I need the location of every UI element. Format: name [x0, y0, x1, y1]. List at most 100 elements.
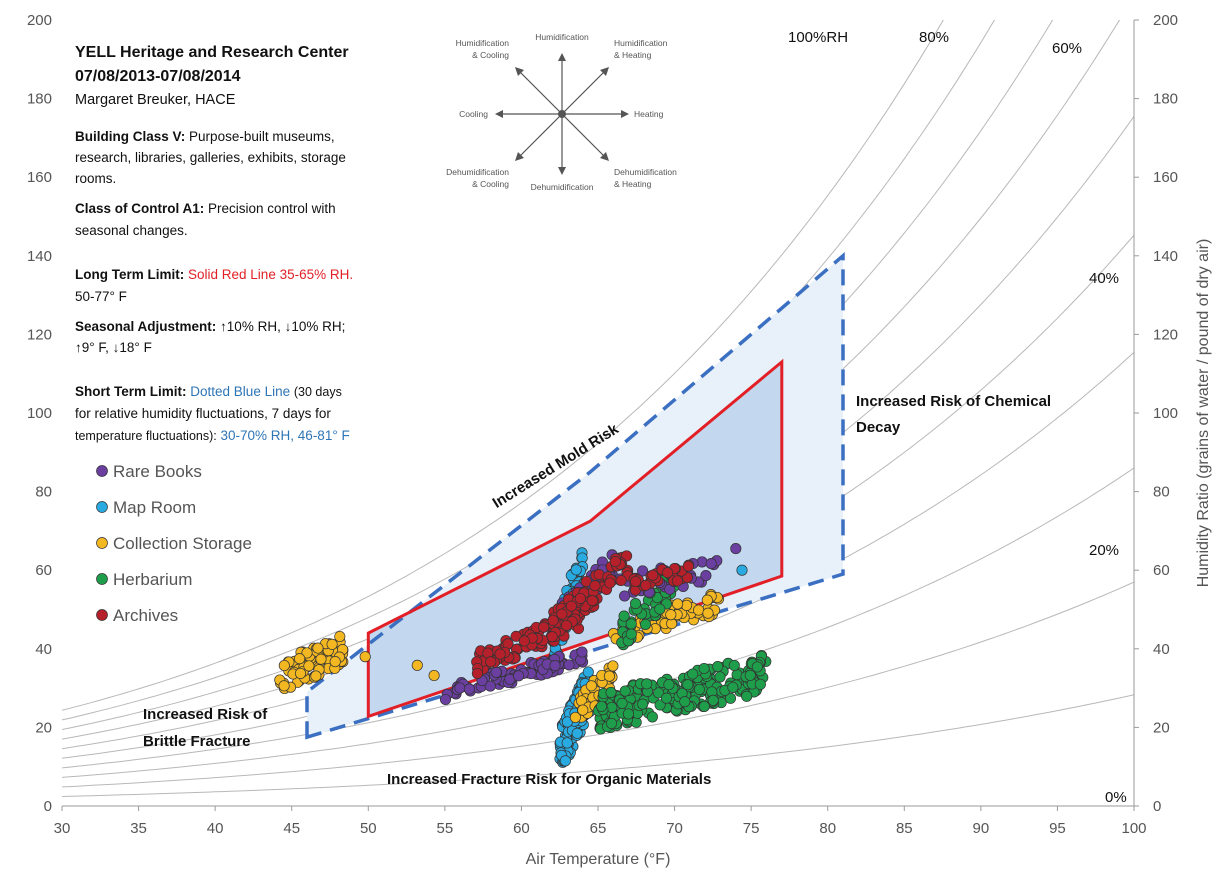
x-tick-label: 55 — [437, 820, 454, 837]
point-archives — [574, 592, 586, 604]
compass-label-s: Dehumidification — [531, 182, 594, 192]
x-tick-label: 90 — [973, 820, 990, 837]
direction-compass: Humidification Humidification & Heating … — [446, 32, 677, 192]
x-tick-label: 60 — [513, 820, 530, 837]
compass-label-sw-2: & Cooling — [472, 179, 509, 189]
chart-author: Margaret Breuker, HACE — [75, 92, 236, 108]
point-herbarium — [698, 700, 710, 712]
y-tick-label-left: 100 — [27, 405, 52, 422]
y-tick-label-left: 140 — [27, 248, 52, 265]
building-class-line-2: research, libraries, galleries, exhibits… — [75, 150, 346, 165]
point-collection-storage — [607, 660, 619, 672]
point-archives — [604, 577, 616, 589]
point-collection-storage — [681, 599, 693, 611]
point-collection-storage — [312, 642, 324, 654]
point-rare-books — [549, 660, 561, 672]
legend-label: Collection Storage — [113, 534, 252, 553]
short-term-text-3: temperature fluctuations): — [75, 429, 217, 443]
point-collection-storage — [329, 656, 341, 668]
y-tick-label-right: 100 — [1153, 405, 1178, 422]
limit-zones — [305, 252, 845, 740]
point-herbarium — [693, 683, 705, 696]
point-herbarium — [660, 692, 673, 704]
point-herbarium — [724, 692, 737, 704]
point-collection-storage — [294, 667, 307, 679]
point-collection-storage — [303, 660, 315, 672]
rh-label-20: 20% — [1089, 542, 1119, 559]
outlier-point — [359, 651, 371, 663]
organic-fracture-label: Increased Fracture Risk for Organic Mate… — [387, 771, 711, 788]
outlier-point — [730, 543, 742, 555]
point-herbarium — [654, 699, 666, 711]
point-archives — [518, 635, 530, 647]
legend-swatch-collection-storage — [96, 537, 108, 549]
point-archives — [640, 579, 652, 591]
compass-center — [558, 110, 566, 118]
point-map-room — [559, 755, 571, 767]
point-rare-books — [637, 565, 649, 577]
point-rare-books — [484, 680, 496, 692]
point-collection-storage — [585, 680, 597, 692]
short-term-line-2: for relative humidity fluctuations, 7 da… — [75, 406, 331, 421]
y-tick-label-left: 180 — [27, 91, 52, 108]
y-tick-label-left: 0 — [44, 798, 52, 815]
rh-label-80: 80% — [919, 29, 949, 46]
compass-arrow-nw — [518, 70, 563, 115]
point-herbarium — [698, 662, 710, 675]
point-herbarium — [619, 685, 631, 697]
short-term-limit-line — [305, 252, 845, 740]
x-tick-label: 85 — [896, 820, 913, 837]
point-collection-storage — [310, 670, 322, 682]
chemical-decay-label-1: Increased Risk of Chemical — [856, 393, 1051, 410]
x-tick-label: 45 — [283, 820, 300, 837]
y-tick-label-left: 60 — [35, 562, 52, 579]
chart-title: YELL Heritage and Research Center — [75, 44, 349, 61]
x-tick-labels: 30 35 40 45 50 55 60 65 70 75 80 85 90 95 100 — [54, 806, 1147, 837]
info-panel: YELL Heritage and Research Center 07/08/… — [75, 44, 353, 443]
rh-label-0: 0% — [1105, 789, 1127, 806]
rh-curve-10 — [62, 694, 1134, 797]
long-term-text-1: Solid Red Line 35-65% RH. — [188, 267, 353, 282]
y-tick-label-left: 120 — [27, 326, 52, 343]
building-class-line-1: Building Class V: Purpose-built museums, — [75, 129, 335, 144]
long-term-line-2: 50-77° F — [75, 289, 127, 304]
legend-label: Rare Books — [113, 462, 202, 481]
seasonal-line-1: Seasonal Adjustment: ↑10% RH, ↓10% RH; — [75, 319, 345, 334]
point-rare-books — [454, 682, 466, 694]
compass-arrow-sw — [518, 113, 563, 158]
point-herbarium — [641, 678, 653, 690]
point-herbarium — [663, 679, 675, 691]
short-term-blue: Dotted Blue Line — [190, 384, 290, 399]
rh-label-60: 60% — [1052, 40, 1082, 57]
point-archives — [546, 631, 558, 643]
legend: Rare Books Map Room Collection Storage Herb… — [96, 462, 252, 625]
point-herbarium — [625, 618, 637, 630]
point-herbarium — [639, 618, 652, 630]
point-collection-storage — [301, 647, 313, 659]
point-archives — [647, 569, 659, 581]
rh-label-40: 40% — [1089, 270, 1119, 287]
point-rare-books — [463, 683, 475, 695]
point-herbarium — [754, 678, 766, 690]
x-tick-label: 35 — [130, 820, 147, 837]
legend-swatch-herbarium — [96, 573, 108, 585]
point-herbarium — [605, 717, 618, 729]
point-herbarium — [741, 690, 753, 702]
point-herbarium — [712, 661, 724, 673]
point-herbarium — [646, 711, 658, 723]
compass-label-nw-1: Humidification — [456, 38, 510, 48]
compass-label-sw-1: Dehumidification — [446, 167, 509, 177]
point-collection-storage — [672, 598, 684, 610]
x-tick-label: 40 — [207, 820, 224, 837]
point-archives — [565, 600, 577, 612]
y-tick-label-right: 120 — [1153, 326, 1178, 343]
rh-label-100: 100%RH — [788, 29, 848, 46]
outlier-point — [411, 659, 423, 671]
point-archives — [589, 580, 601, 592]
point-herbarium — [728, 659, 740, 671]
y-tick-labels: 0 0 20 20 40 40 60 60 80 80 100 100 120 120 140 140 160 1… — [27, 12, 1178, 815]
point-collection-storage — [315, 653, 327, 665]
point-rare-books — [619, 590, 631, 602]
rh-curve-40 — [62, 352, 1134, 769]
point-collection-storage — [278, 659, 290, 672]
